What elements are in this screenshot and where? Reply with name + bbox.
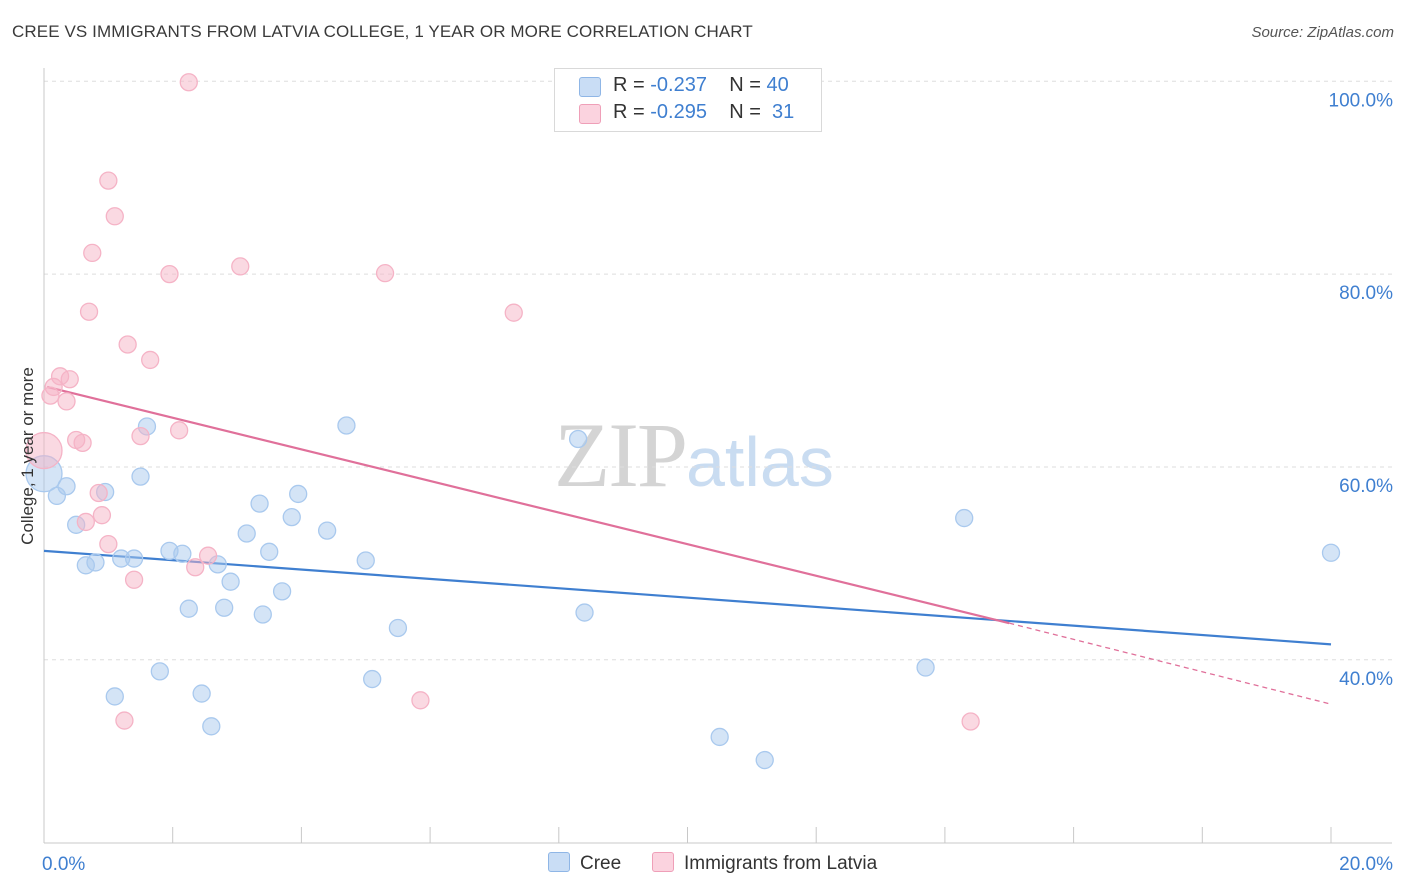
cree-point	[317, 521, 337, 540]
cree-point	[282, 507, 301, 527]
cree-point	[124, 549, 144, 568]
latvia-point	[179, 73, 198, 92]
latvia-point	[25, 431, 63, 470]
chart-title: CREE VS IMMIGRANTS FROM LATVIA COLLEGE, …	[12, 22, 753, 41]
cree-point	[710, 727, 729, 747]
data-points	[25, 73, 1341, 770]
latvia-trend-extension	[1009, 622, 1332, 705]
cree-point	[179, 599, 198, 618]
latvia-point	[198, 546, 218, 565]
x-tick-label: 20.0%	[1339, 854, 1393, 875]
cree-point	[1321, 543, 1341, 562]
latvia-point	[118, 335, 137, 354]
cree-point	[253, 605, 272, 624]
cree-point	[215, 598, 234, 617]
latvia-point	[73, 433, 92, 453]
cree-point	[388, 618, 408, 638]
latvia-point	[141, 350, 160, 370]
cree-r-value: -0.237	[650, 74, 707, 96]
x-tick-labels: 0.0% 20.0%	[42, 854, 1393, 875]
latvia-n-label: N =	[729, 101, 761, 123]
latvia-point	[57, 392, 76, 411]
cree-point	[150, 662, 169, 681]
latvia-point	[124, 570, 144, 589]
x-tick-label: 0.0%	[42, 854, 85, 875]
grid-lines	[44, 80, 1392, 661]
latvia-point	[83, 243, 102, 263]
cree-point	[192, 684, 211, 703]
y-tick-label: 60.0%	[1339, 476, 1393, 497]
cree-point	[221, 572, 240, 591]
cree-point	[57, 477, 76, 496]
latvia-r-value: -0.295	[650, 101, 707, 123]
cree-point	[250, 494, 269, 513]
latvia-point	[99, 534, 118, 554]
latvia-r-label: R =	[613, 101, 645, 123]
y-tick-label: 40.0%	[1339, 669, 1393, 690]
legend-latvia-label: Immigrants from Latvia	[684, 853, 878, 874]
latvia-trend-line	[46, 385, 1010, 625]
cree-r-label: R =	[613, 74, 645, 96]
latvia-swatch	[579, 104, 601, 124]
latvia-n-value: 31	[772, 101, 795, 123]
cree-point	[575, 603, 594, 622]
y-tick-label: 80.0%	[1339, 283, 1393, 304]
cree-point	[260, 542, 279, 561]
latvia-point	[60, 370, 79, 389]
latvia-point	[131, 426, 150, 446]
latvia-point	[105, 207, 124, 226]
stats-box: R = -0.237 N = 40 R = -0.295 N = 31	[554, 68, 822, 132]
cree-point	[105, 687, 124, 706]
legend-cree-label: Cree	[580, 853, 622, 874]
cree-point	[202, 717, 221, 736]
cree-n-label: N =	[729, 74, 761, 96]
cree-point	[916, 658, 935, 677]
y-axis-label: College, 1 year or more	[18, 367, 37, 545]
latvia-point	[79, 302, 99, 321]
legend-latvia-swatch	[652, 852, 674, 872]
cree-point	[363, 669, 382, 689]
latvia-point	[375, 264, 395, 283]
latvia-point	[961, 712, 980, 731]
cree-point	[356, 551, 375, 570]
x-ticks	[43, 827, 1332, 843]
cree-point	[955, 508, 974, 528]
legend-item-cree[interactable]: Cree	[548, 852, 621, 875]
cree-point	[568, 429, 588, 449]
y-tick-labels: 40.0% 60.0% 80.0% 100.0%	[1329, 90, 1394, 690]
cree-point	[237, 524, 256, 543]
cree-point	[86, 553, 105, 572]
latvia-point	[169, 421, 189, 440]
legend-item-latvia[interactable]: Immigrants from Latvia	[652, 852, 877, 875]
cree-swatch	[579, 77, 601, 97]
latvia-point	[504, 303, 523, 322]
latvia-point	[76, 512, 95, 532]
cree-point	[173, 544, 192, 563]
latvia-point	[92, 506, 112, 525]
latvia-point	[231, 257, 250, 276]
cree-point	[755, 750, 774, 770]
latvia-point	[99, 171, 118, 190]
latvia-point	[186, 558, 205, 577]
cree-trend-line	[43, 549, 1332, 646]
latvia-point	[160, 264, 179, 284]
latvia-point	[411, 691, 430, 710]
trend-lines	[43, 385, 1332, 705]
latvia-point	[89, 483, 108, 503]
latvia-point	[115, 711, 134, 730]
cree-point	[131, 467, 150, 486]
cree-point	[289, 484, 308, 504]
legend-cree-swatch	[548, 852, 570, 872]
cree-point	[272, 582, 292, 601]
axes	[43, 68, 1392, 844]
y-tick-label: 100.0%	[1329, 90, 1394, 111]
cree-n-value: 40	[766, 74, 789, 96]
cree-point	[337, 416, 356, 435]
source-label: Source: ZipAtlas.com	[1251, 24, 1394, 41]
